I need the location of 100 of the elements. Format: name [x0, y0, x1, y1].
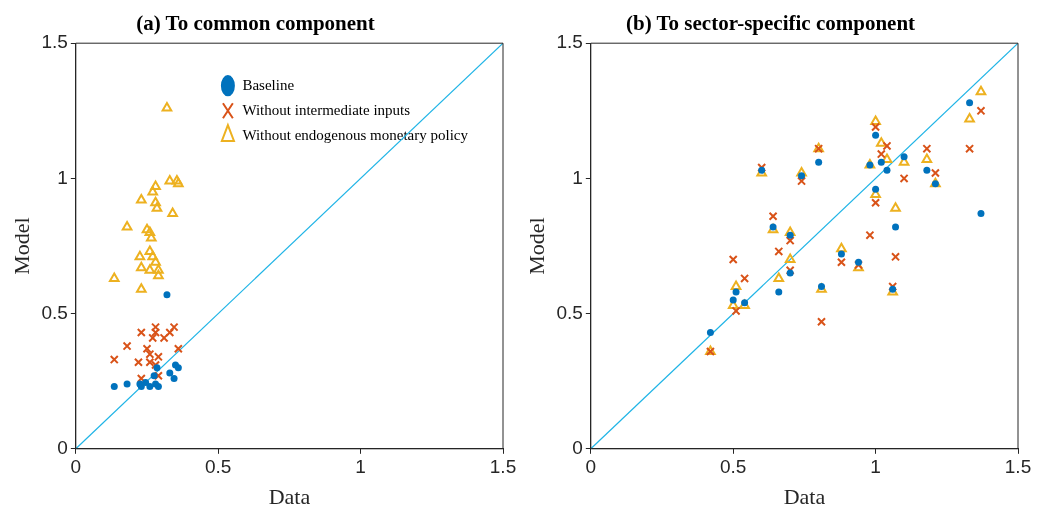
point — [730, 280, 742, 291]
x-tick-label: 1.5 — [489, 456, 517, 478]
point — [816, 317, 827, 327]
point — [815, 158, 823, 166]
point — [153, 371, 163, 381]
point — [855, 258, 863, 266]
y-tick-label: 0.5 — [41, 301, 68, 323]
point — [165, 327, 175, 338]
point — [785, 236, 795, 246]
point — [798, 172, 806, 180]
legend-label: Without intermediate inputs — [242, 101, 411, 118]
x-tick-label: 1 — [355, 456, 366, 478]
chart-title: (b) To sector-specific component — [625, 11, 916, 36]
point — [133, 357, 143, 367]
x-axis-title: Data — [268, 483, 311, 509]
point — [167, 207, 178, 218]
point — [136, 327, 146, 338]
point — [109, 355, 119, 365]
point — [836, 257, 846, 267]
x-axis-title: Data — [783, 483, 826, 509]
point — [153, 269, 164, 280]
point — [161, 102, 173, 112]
y-axis-title: Model — [523, 217, 549, 275]
point — [964, 112, 975, 123]
y-axis-title: Model — [8, 217, 34, 275]
point — [786, 269, 794, 277]
point — [134, 250, 146, 261]
point — [872, 185, 880, 193]
point — [865, 230, 875, 240]
y-tick-label: 0.5 — [556, 301, 583, 323]
point — [871, 198, 881, 208]
point — [976, 106, 986, 116]
point — [147, 185, 159, 196]
y-tick-label: 0 — [57, 437, 68, 459]
point — [144, 264, 156, 274]
point — [706, 329, 714, 337]
y-tick-label: 1 — [572, 166, 583, 188]
y-tick-label: 1.5 — [41, 31, 68, 53]
point — [892, 223, 900, 231]
point — [773, 272, 785, 282]
point — [169, 322, 179, 332]
point — [871, 122, 881, 132]
point — [797, 176, 807, 186]
point — [872, 131, 880, 139]
point — [774, 246, 784, 256]
y-tick-label: 1.5 — [556, 31, 583, 53]
point — [965, 144, 975, 154]
x-tick-label: 0.5 — [205, 456, 232, 478]
point — [876, 149, 886, 159]
y-tick-label: 0 — [572, 437, 583, 459]
point — [899, 173, 909, 183]
point — [837, 250, 845, 258]
point — [877, 158, 885, 166]
point — [142, 379, 150, 387]
point — [977, 210, 985, 218]
point — [153, 364, 161, 372]
point — [728, 254, 738, 265]
point — [796, 166, 807, 177]
point — [159, 333, 169, 343]
point — [122, 341, 132, 351]
point — [883, 166, 891, 174]
point — [121, 221, 133, 231]
point — [921, 153, 933, 163]
point — [923, 166, 931, 174]
point — [150, 196, 161, 207]
point — [882, 141, 892, 151]
point — [166, 369, 174, 377]
point — [784, 253, 796, 264]
point — [836, 242, 847, 253]
point — [922, 144, 932, 154]
point — [144, 245, 156, 255]
point — [151, 202, 163, 212]
point — [135, 283, 147, 293]
point — [966, 99, 974, 107]
point — [123, 380, 131, 388]
point — [150, 372, 158, 380]
point — [150, 180, 161, 191]
point — [775, 288, 783, 296]
point — [135, 261, 147, 272]
point — [930, 168, 940, 178]
y-tick-label: 1 — [57, 166, 68, 188]
point — [875, 137, 887, 147]
point — [732, 288, 740, 296]
point — [784, 226, 796, 236]
point — [150, 256, 161, 266]
point — [786, 231, 794, 239]
point — [975, 85, 987, 96]
point — [870, 115, 881, 126]
point — [147, 250, 159, 261]
point — [164, 175, 176, 185]
point — [153, 264, 164, 274]
point — [768, 211, 778, 221]
point — [108, 272, 120, 282]
chart-title: (a) To common component — [136, 11, 375, 36]
x-tick-label: 1.5 — [1004, 456, 1032, 478]
x-tick-label: 0.5 — [720, 456, 747, 478]
point — [890, 202, 901, 212]
legend-label: Baseline — [242, 76, 295, 93]
point — [135, 194, 147, 204]
point — [900, 153, 908, 161]
